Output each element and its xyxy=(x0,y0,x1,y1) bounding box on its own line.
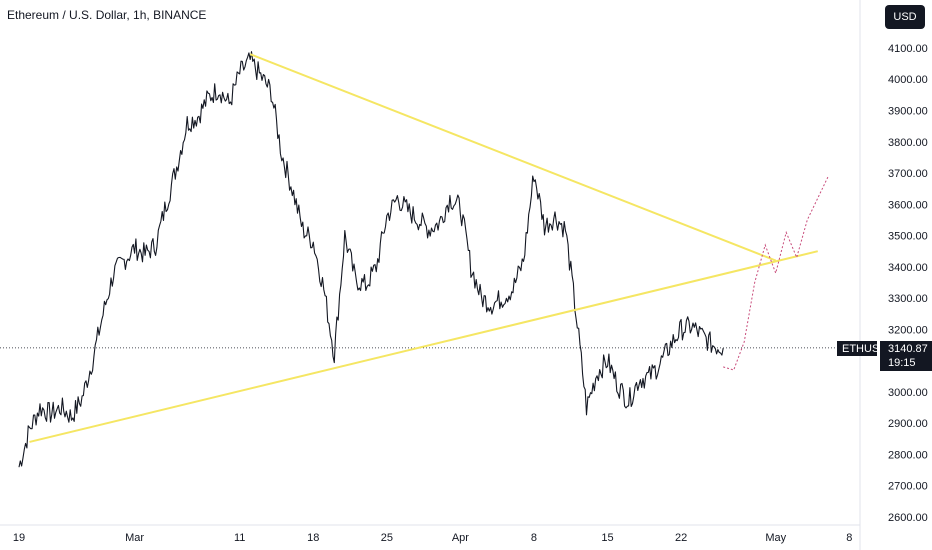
price-tick-label: 3300.00 xyxy=(888,293,928,305)
price-tick-label: 3200.00 xyxy=(888,324,928,336)
price-tick-label: 3800.00 xyxy=(888,137,928,149)
chart-title: Ethereum / U.S. Dollar, 1h, BINANCE xyxy=(7,8,207,22)
upper-trendline[interactable] xyxy=(249,53,777,262)
time-tick-label: 15 xyxy=(601,532,613,544)
price-tag: ETHUSD 3140.87 19:15 xyxy=(837,341,932,371)
price-tick-label: 2600.00 xyxy=(888,512,928,524)
time-tick-label: May xyxy=(765,532,786,544)
currency-button[interactable]: USD xyxy=(885,5,925,29)
price-tick-label: 3900.00 xyxy=(888,105,928,117)
price-tick-label: 2800.00 xyxy=(888,449,928,461)
price-series xyxy=(18,51,724,468)
price-tick-label: 3400.00 xyxy=(888,262,928,274)
projection-line[interactable] xyxy=(723,175,829,371)
time-tick-label: 22 xyxy=(675,532,687,544)
price-line xyxy=(18,51,724,468)
time-tick-label: 25 xyxy=(381,532,393,544)
time-axis[interactable]: 19 Mar 11 18 25 Apr 8 15 22 May 8 xyxy=(13,532,852,544)
price-tick-label: 3700.00 xyxy=(888,168,928,180)
price-tick-label: 2900.00 xyxy=(888,418,928,430)
price-tick-label: 4000.00 xyxy=(888,74,928,86)
price-tag-value: 3140.87 xyxy=(888,343,928,355)
time-tick-label: 8 xyxy=(846,532,852,544)
symbol-tag-bg xyxy=(837,341,877,356)
time-tick-label: 11 xyxy=(234,532,245,544)
time-tick-label: 19 xyxy=(13,532,25,544)
price-tick-label: 3000.00 xyxy=(888,387,928,399)
price-tag-bg xyxy=(880,341,932,371)
symbol-tag-label: ETHUSD xyxy=(842,343,887,355)
price-tick-label: 3600.00 xyxy=(888,199,928,211)
time-tick-label: Apr xyxy=(452,532,469,544)
price-tick-label: 3500.00 xyxy=(888,231,928,243)
time-tick-label: 8 xyxy=(531,532,537,544)
time-tick-label: 18 xyxy=(307,532,319,544)
projection-path[interactable] xyxy=(723,175,829,371)
price-tag-countdown: 19:15 xyxy=(888,357,916,369)
trendlines[interactable] xyxy=(29,53,818,443)
price-tick-label: 2700.00 xyxy=(888,481,928,493)
price-tick-label: 4100.00 xyxy=(888,43,928,55)
lower-trendline[interactable] xyxy=(29,250,818,443)
time-tick-label: Mar xyxy=(125,532,144,544)
